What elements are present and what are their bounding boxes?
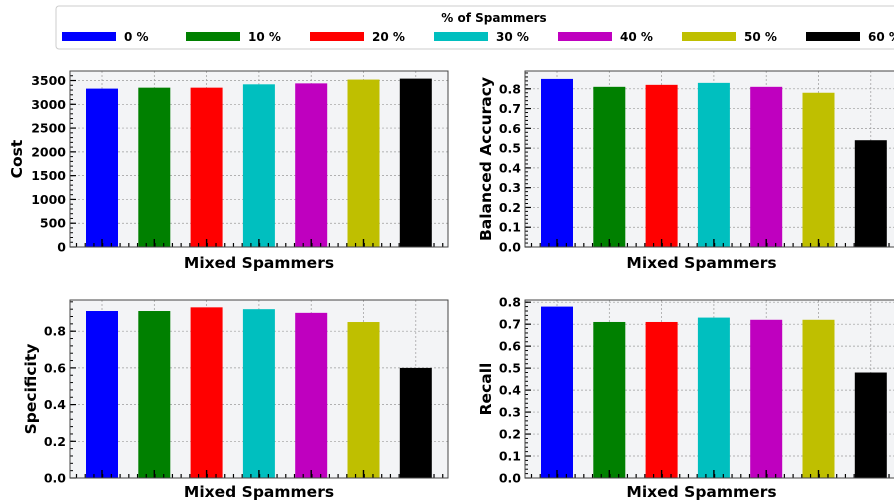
bar bbox=[347, 322, 380, 478]
bar bbox=[854, 140, 887, 247]
legend-label: 50 % bbox=[744, 30, 777, 44]
chart-panel: 0.0 0.1 0.2 0.3 0.4 0.5 0.6 0.7 0.8 Mixed Spammer… bbox=[477, 70, 894, 272]
y-tick-label: 0.6 bbox=[499, 339, 521, 354]
legend-label: 60 % bbox=[868, 30, 894, 44]
x-axis-label: Mixed Spammers bbox=[184, 483, 334, 501]
bar bbox=[541, 306, 573, 478]
bar bbox=[645, 321, 678, 478]
y-tick-label: 2000 bbox=[31, 144, 66, 159]
legend-label: 30 % bbox=[496, 30, 529, 44]
y-axis-label: Recall bbox=[477, 363, 495, 416]
legend-label: 10 % bbox=[248, 30, 281, 44]
y-tick-label: 0.5 bbox=[499, 361, 521, 376]
y-tick-label: 0.7 bbox=[499, 317, 521, 332]
bar bbox=[750, 319, 783, 478]
y-tick-label: 500 bbox=[40, 216, 66, 231]
bar bbox=[86, 311, 118, 478]
y-tick-label: 0.4 bbox=[44, 397, 66, 412]
y-axis-label: Cost bbox=[8, 139, 26, 178]
y-tick-label: 0.0 bbox=[44, 471, 66, 486]
y-tick-label: 0.6 bbox=[44, 360, 66, 375]
y-axis-label: Balanced Accuracy bbox=[477, 77, 495, 241]
bar bbox=[399, 78, 432, 247]
y-tick-label: 0.2 bbox=[499, 427, 521, 442]
plot-frame bbox=[524, 299, 894, 479]
x-axis-label: Mixed Spammers bbox=[626, 483, 776, 501]
y-axis-label: Specificity bbox=[22, 344, 40, 435]
y-tick-label: 0.8 bbox=[44, 324, 66, 339]
bar bbox=[750, 86, 783, 247]
y-tick-label: 0.1 bbox=[499, 220, 521, 235]
y-tick-label: 3000 bbox=[31, 97, 66, 112]
y-tick-label: 0.4 bbox=[499, 160, 521, 175]
legend-label: 40 % bbox=[620, 30, 653, 44]
y-tick-label: 0 bbox=[57, 240, 66, 255]
legend: % of Spammers 0 % 10 % 20 % 30 % 40 % 50 % 60 … bbox=[55, 5, 894, 50]
chart-panel: 0 500 1000 1500 2000 2500 3000 3500 Mixed Spamme… bbox=[8, 70, 449, 272]
bar bbox=[242, 84, 275, 248]
y-tick-label: 0.6 bbox=[499, 121, 521, 136]
bar bbox=[593, 86, 626, 247]
legend-swatch bbox=[682, 32, 736, 41]
legend-title: % of Spammers bbox=[441, 11, 546, 25]
y-tick-label: 3500 bbox=[31, 73, 66, 88]
y-tick-label: 1000 bbox=[31, 192, 66, 207]
y-tick-label: 0.1 bbox=[499, 449, 521, 464]
legend-swatch bbox=[186, 32, 240, 41]
bar bbox=[86, 88, 118, 247]
bar bbox=[802, 319, 835, 478]
legend-swatch bbox=[62, 32, 116, 41]
y-tick-label: 0.0 bbox=[499, 240, 521, 255]
y-tick-label: 0.2 bbox=[499, 200, 521, 215]
legend-swatch bbox=[310, 32, 364, 41]
bar bbox=[697, 317, 730, 478]
bar bbox=[541, 78, 573, 247]
bar bbox=[190, 87, 223, 247]
plot-frame bbox=[69, 299, 449, 479]
bar bbox=[295, 83, 328, 247]
x-axis-label: Mixed Spammers bbox=[626, 254, 776, 272]
bar bbox=[347, 79, 380, 247]
y-tick-label: 0.8 bbox=[499, 295, 521, 310]
legend-swatch bbox=[806, 32, 860, 41]
x-axis-label: Mixed Spammers bbox=[184, 254, 334, 272]
y-tick-label: 0.3 bbox=[499, 405, 521, 420]
bar bbox=[242, 309, 275, 478]
plot-frame bbox=[69, 70, 449, 248]
plot-frame bbox=[524, 70, 894, 248]
y-tick-label: 0.8 bbox=[499, 81, 521, 96]
bar bbox=[399, 367, 432, 478]
chart-panel: 0.0 0.2 0.4 0.6 0.8 Mixed Spammers Specificity bbox=[22, 299, 449, 501]
y-tick-label: 0.7 bbox=[499, 101, 521, 116]
legend-label: 0 % bbox=[124, 30, 149, 44]
y-tick-label: 0.4 bbox=[499, 383, 521, 398]
legend-label: 20 % bbox=[372, 30, 405, 44]
y-tick-label: 0.3 bbox=[499, 180, 521, 195]
bar bbox=[802, 92, 835, 247]
y-tick-label: 2500 bbox=[31, 121, 66, 136]
bar bbox=[138, 311, 171, 478]
bar bbox=[190, 307, 223, 478]
legend-swatch bbox=[434, 32, 488, 41]
y-tick-label: 0.2 bbox=[44, 434, 66, 449]
bar bbox=[645, 84, 678, 247]
bar bbox=[697, 82, 730, 247]
y-tick-label: 1500 bbox=[31, 168, 66, 183]
bar bbox=[138, 87, 171, 247]
bar bbox=[854, 372, 887, 478]
bar bbox=[295, 312, 328, 478]
legend-swatch bbox=[558, 32, 612, 41]
y-tick-label: 0.0 bbox=[499, 471, 521, 486]
y-tick-label: 0.5 bbox=[499, 141, 521, 156]
chart-panel: 0.0 0.1 0.2 0.3 0.4 0.5 0.6 0.7 0.8 Mixed Spammer… bbox=[477, 295, 894, 501]
bar bbox=[593, 321, 626, 478]
